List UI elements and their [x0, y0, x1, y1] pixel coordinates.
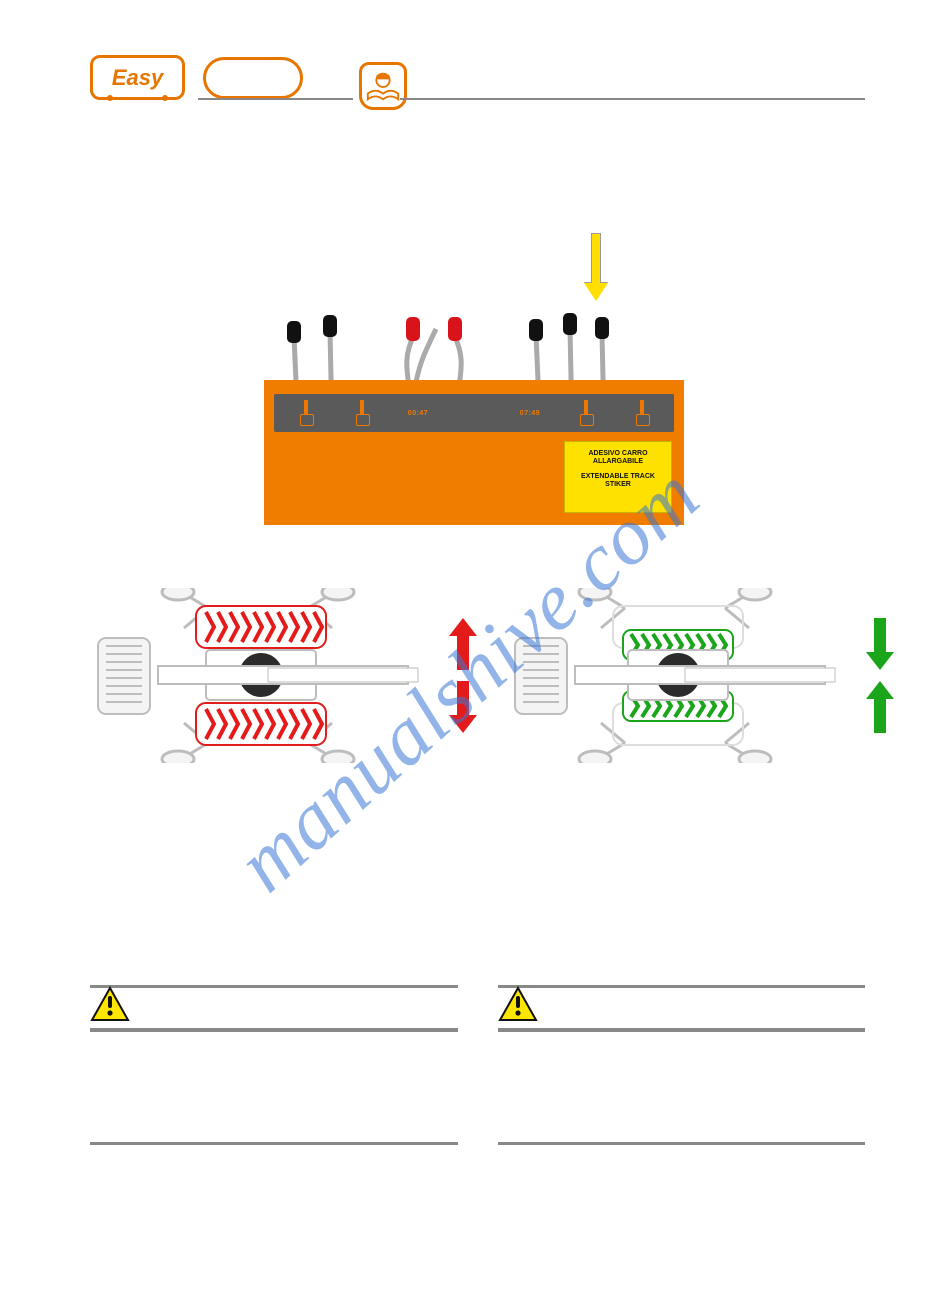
retract-arrows [860, 618, 900, 733]
warning-right [498, 985, 866, 1145]
brand-logo: Easy [90, 55, 185, 100]
control-panel-strip: 00:47 07:49 [274, 394, 674, 432]
warning-icon [90, 986, 130, 1022]
strip-label: 00:47 [408, 410, 428, 417]
control-panel: 00:47 07:49 ADESIVO CARRO ALLARGABILE EX… [264, 240, 684, 525]
brand-logo-text: Easy [112, 65, 163, 91]
strip-lever-icon [576, 400, 596, 426]
warning-left [90, 985, 458, 1145]
strip-lever-icon [352, 400, 372, 426]
extendable-track-sticker: ADESIVO CARRO ALLARGABILE EXTENDABLE TRA… [564, 441, 672, 513]
control-panel-body: 00:47 07:49 ADESIVO CARRO ALLARGABILE EX… [264, 380, 684, 525]
header-rule-right [400, 98, 865, 100]
warning-row [90, 985, 865, 1145]
manual-icon [359, 62, 407, 110]
warning-left-body [90, 1032, 458, 1142]
strip-label: 07:49 [520, 410, 540, 417]
sticker-line1: ADESIVO CARRO ALLARGABILE [571, 450, 665, 467]
track-extend-figure [88, 588, 428, 763]
warning-right-body [498, 1032, 866, 1142]
strip-lever-icon [296, 400, 316, 426]
track-retract-figure [505, 588, 845, 763]
warning-icon [498, 986, 538, 1022]
header-pill [203, 57, 303, 99]
strip-lever-icon [632, 400, 652, 426]
extend-arrows [443, 618, 483, 733]
header-rule-left [198, 98, 353, 100]
page-header: Easy [90, 55, 865, 100]
sticker-line2: EXTENDABLE TRACK STIKER [571, 473, 665, 490]
